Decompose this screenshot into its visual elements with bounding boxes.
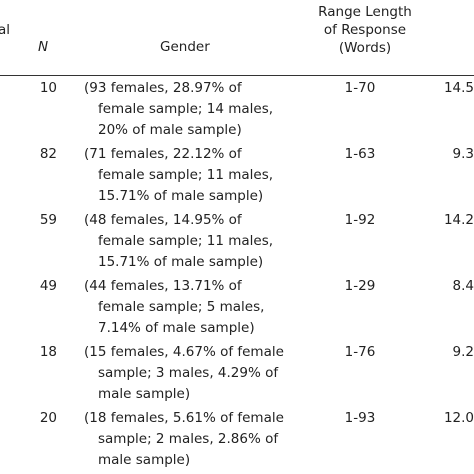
n-cell: 10: [39, 80, 57, 96]
range-cell: 1-63: [344, 146, 376, 162]
cut-cell: 8.4: [452, 278, 474, 294]
range-cell: 1-29: [344, 278, 376, 294]
gender-line: male sample): [98, 386, 191, 402]
gender-line: 7.14% of male sample): [98, 320, 255, 336]
header-cell: Range Length: [318, 4, 412, 20]
n-cell: 18: [39, 344, 57, 360]
gender-line: (93 females, 28.97% of: [84, 80, 242, 96]
gender-line: (18 females, 5.61% of female: [84, 410, 284, 426]
gender-line: 15.71% of male sample): [98, 254, 264, 270]
header-cell: al: [0, 22, 11, 38]
gender-line: (44 females, 13.71% of: [84, 278, 242, 294]
header-cell: (Words): [338, 40, 392, 56]
range-cell: 1-92: [344, 212, 376, 228]
n-cell: 82: [39, 146, 57, 162]
n-cell: 20: [39, 410, 57, 426]
gender-line: male sample): [98, 452, 191, 468]
range-cell: 1-93: [344, 410, 376, 426]
gender-line: (15 females, 4.67% of female: [84, 344, 284, 360]
gender-line: female sample; 5 males,: [98, 299, 265, 315]
range-cell: 1-70: [344, 80, 376, 96]
gender-line: sample; 2 males, 2.86% of: [98, 431, 279, 447]
cut-cell: 14.2: [443, 212, 474, 228]
header-cell: of Response: [323, 22, 407, 38]
gender-line: female sample; 11 males,: [98, 167, 274, 183]
gender-line: female sample; 14 males,: [98, 101, 274, 117]
header-cell: Gender: [160, 39, 210, 55]
header-rule: [0, 75, 474, 76]
cut-cell: 9.2: [452, 344, 474, 360]
gender-line: (71 females, 22.12% of: [84, 146, 242, 162]
gender-line: 15.71% of male sample): [98, 188, 264, 204]
n-cell: 59: [39, 212, 57, 228]
header-cell: N: [38, 39, 49, 55]
cut-cell: 14.5: [443, 80, 474, 96]
gender-line: sample; 3 males, 4.29% of: [98, 365, 279, 381]
range-cell: 1-76: [344, 344, 376, 360]
gender-line: (48 females, 14.95% of: [84, 212, 242, 228]
cut-cell: 9.3: [452, 146, 474, 162]
n-cell: 49: [39, 278, 57, 294]
gender-line: 20% of male sample): [98, 122, 242, 138]
gender-line: female sample; 11 males,: [98, 233, 274, 249]
cut-cell: 12.0: [443, 410, 474, 426]
